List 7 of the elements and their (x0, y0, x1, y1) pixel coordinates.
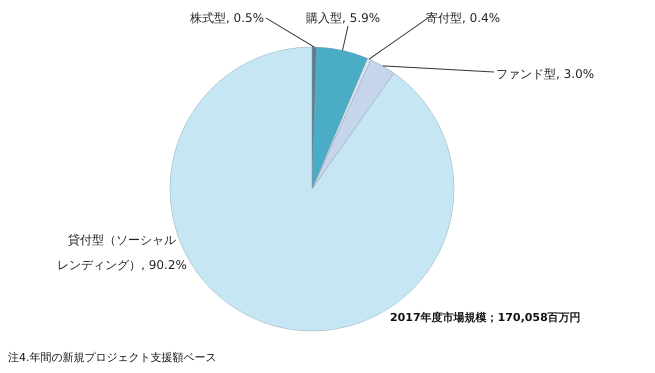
slice-label: 貸付型（ソーシャルレンディング）, 90.2% (57, 233, 187, 272)
slice-label: 株式型, 0.5% (188, 11, 264, 25)
text: 注4.年間の新規プロジェクト支援額ベース (8, 350, 216, 365)
text: 2017年度市場規模；170,058百万円 (390, 310, 581, 325)
slice-label: 購入型, 5.9% (306, 11, 380, 25)
slice-label: ファンド型, 3.0% (496, 67, 594, 81)
slice-label: 寄付型, 0.4% (426, 11, 500, 25)
